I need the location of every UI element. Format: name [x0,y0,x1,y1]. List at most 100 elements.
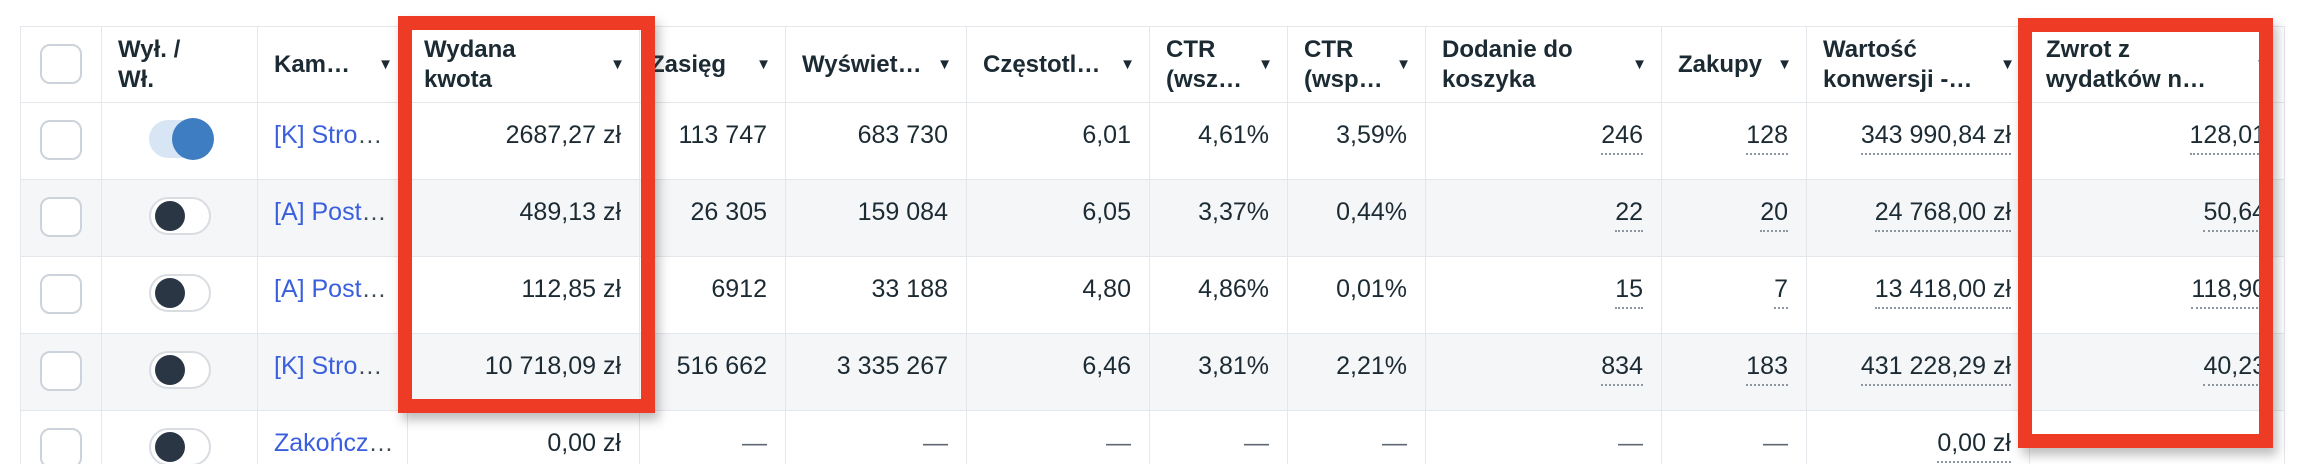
campaign-toggle[interactable] [148,274,211,312]
cell-campaign: [A] Post… [258,180,408,257]
cell-purchases: — [1662,411,1807,464]
sort-caret-icon: ▼ [378,55,393,73]
campaign-link[interactable]: [K] Stro… [274,121,383,149]
sort-caret-icon: ▼ [610,55,625,73]
sort-caret-icon: ▼ [1632,55,1647,73]
column-label: Zwrot z [2046,35,2130,63]
column-label: Kam… [274,50,351,78]
campaign-toggle[interactable] [148,197,211,235]
row-checkbox[interactable] [40,428,82,464]
campaign-toggle[interactable] [148,428,211,464]
column-header-roas[interactable]: Zwrot z wydatków n… ▼ [2030,26,2285,103]
column-label: Zasięg [650,50,727,78]
cell-campaign: Zakończ… [258,411,408,464]
cell-roas: 118,90 [2030,257,2285,334]
cell-ctr-all: — [1150,411,1288,464]
table-row: Zakończ… 0,00 zł — — — — — — — 0,00 zł — [20,411,2285,464]
campaign-link[interactable]: [A] Post… [274,198,387,226]
cell-frequency: 6,01 [967,103,1150,180]
cell-impressions: — [786,411,967,464]
column-label: Wył. / [118,35,181,63]
sort-caret-icon: ▼ [1120,55,1135,73]
column-label: Częstotl… [983,50,1101,78]
column-header-spend[interactable]: Wydana kwota ▼ [408,26,640,103]
cell-purchases: 128 [1662,103,1807,180]
cell-ctr-link: 3,59% [1288,103,1426,180]
cell-conversion-value: 24 768,00 zł [1807,180,2030,257]
campaigns-table: Wył. / Wł. Kam… ▼ Wydana kwota ▼ Zasięg … [20,26,2285,464]
sort-caret-icon: ▼ [2255,55,2270,73]
cell-add-to-cart: — [1426,411,1662,464]
cell-onoff [102,180,258,257]
column-header-campaign[interactable]: Kam… ▼ [258,26,408,103]
column-label: Wł. [118,65,154,93]
cell-conversion-value: 343 990,84 zł [1807,103,2030,180]
column-header-add-to-cart[interactable]: Dodanie do koszyka ▼ [1426,26,1662,103]
cell-campaign: [A] Post… [258,257,408,334]
cell-spend: 10 718,09 zł [408,334,640,411]
row-checkbox[interactable] [40,120,82,160]
cell-frequency: 6,05 [967,180,1150,257]
column-label: wydatków n… [2046,65,2207,93]
cell-add-to-cart: 834 [1426,334,1662,411]
cell-reach: — [640,411,786,464]
table-row: [A] Post… 489,13 zł 26 305 159 084 6,05 … [20,180,2285,257]
table-row: [K] Stro… 2687,27 zł 113 747 683 730 6,0… [20,103,2285,180]
cell-ctr-all: 4,61% [1150,103,1288,180]
select-all-checkbox[interactable] [40,44,82,84]
cell-add-to-cart: 22 [1426,180,1662,257]
column-label: Dodanie do [1442,35,1573,63]
column-header-reach[interactable]: Zasięg ▼ [640,26,786,103]
campaign-link[interactable]: Zakończ… [274,429,394,457]
row-checkbox[interactable] [40,274,82,314]
sort-caret-icon: ▼ [2000,55,2015,73]
cell-ctr-link: 0,44% [1288,180,1426,257]
campaign-toggle[interactable] [148,351,211,389]
cell-select [20,257,102,334]
cell-impressions: 683 730 [786,103,967,180]
cell-onoff [102,103,258,180]
cell-campaign: [K] Stro… [258,334,408,411]
campaign-link[interactable]: [K] Stro… [274,352,383,380]
cell-campaign: [K] Stro… [258,103,408,180]
column-header-onoff: Wył. / Wł. [102,26,258,103]
cell-roas: 40,23 [2030,334,2285,411]
table-header-row: Wył. / Wł. Kam… ▼ Wydana kwota ▼ Zasięg … [20,26,2285,103]
cell-impressions: 159 084 [786,180,967,257]
cell-impressions: 33 188 [786,257,967,334]
cell-ctr-link: — [1288,411,1426,464]
cell-reach: 26 305 [640,180,786,257]
cell-frequency: — [967,411,1150,464]
cell-spend: 112,85 zł [408,257,640,334]
cell-select [20,180,102,257]
cell-select [20,411,102,464]
campaign-link[interactable]: [A] Post… [274,275,387,303]
table-row: [K] Stro… 10 718,09 zł 516 662 3 335 267… [20,334,2285,411]
cell-select [20,334,102,411]
column-header-purchases[interactable]: Zakupy ▼ [1662,26,1807,103]
cell-reach: 516 662 [640,334,786,411]
cell-roas: 128,01 [2030,103,2285,180]
table-body: [K] Stro… 2687,27 zł 113 747 683 730 6,0… [20,103,2285,464]
campaign-toggle[interactable] [148,118,214,160]
cell-roas: 50,64 [2030,180,2285,257]
column-label: CTR [1166,35,1216,63]
row-checkbox[interactable] [40,351,82,391]
cell-onoff [102,257,258,334]
column-label: Zakupy [1678,50,1763,78]
cell-spend: 489,13 zł [408,180,640,257]
cell-ctr-all: 3,37% [1150,180,1288,257]
cell-roas: — [2030,411,2285,464]
row-checkbox[interactable] [40,197,82,237]
sort-caret-icon: ▼ [937,55,952,73]
column-header-impressions[interactable]: Wyświet… ▼ [786,26,967,103]
sort-caret-icon: ▼ [1777,55,1792,73]
column-header-ctr-link[interactable]: CTR (wsp… ▼ [1288,26,1426,103]
column-header-conversion-value[interactable]: Wartość konwersji -… ▼ [1807,26,2030,103]
column-header-ctr-all[interactable]: CTR (wsz… ▼ [1150,26,1288,103]
cell-ctr-all: 3,81% [1150,334,1288,411]
cell-conversion-value: 13 418,00 zł [1807,257,2030,334]
cell-add-to-cart: 246 [1426,103,1662,180]
column-header-frequency[interactable]: Częstotl… ▼ [967,26,1150,103]
